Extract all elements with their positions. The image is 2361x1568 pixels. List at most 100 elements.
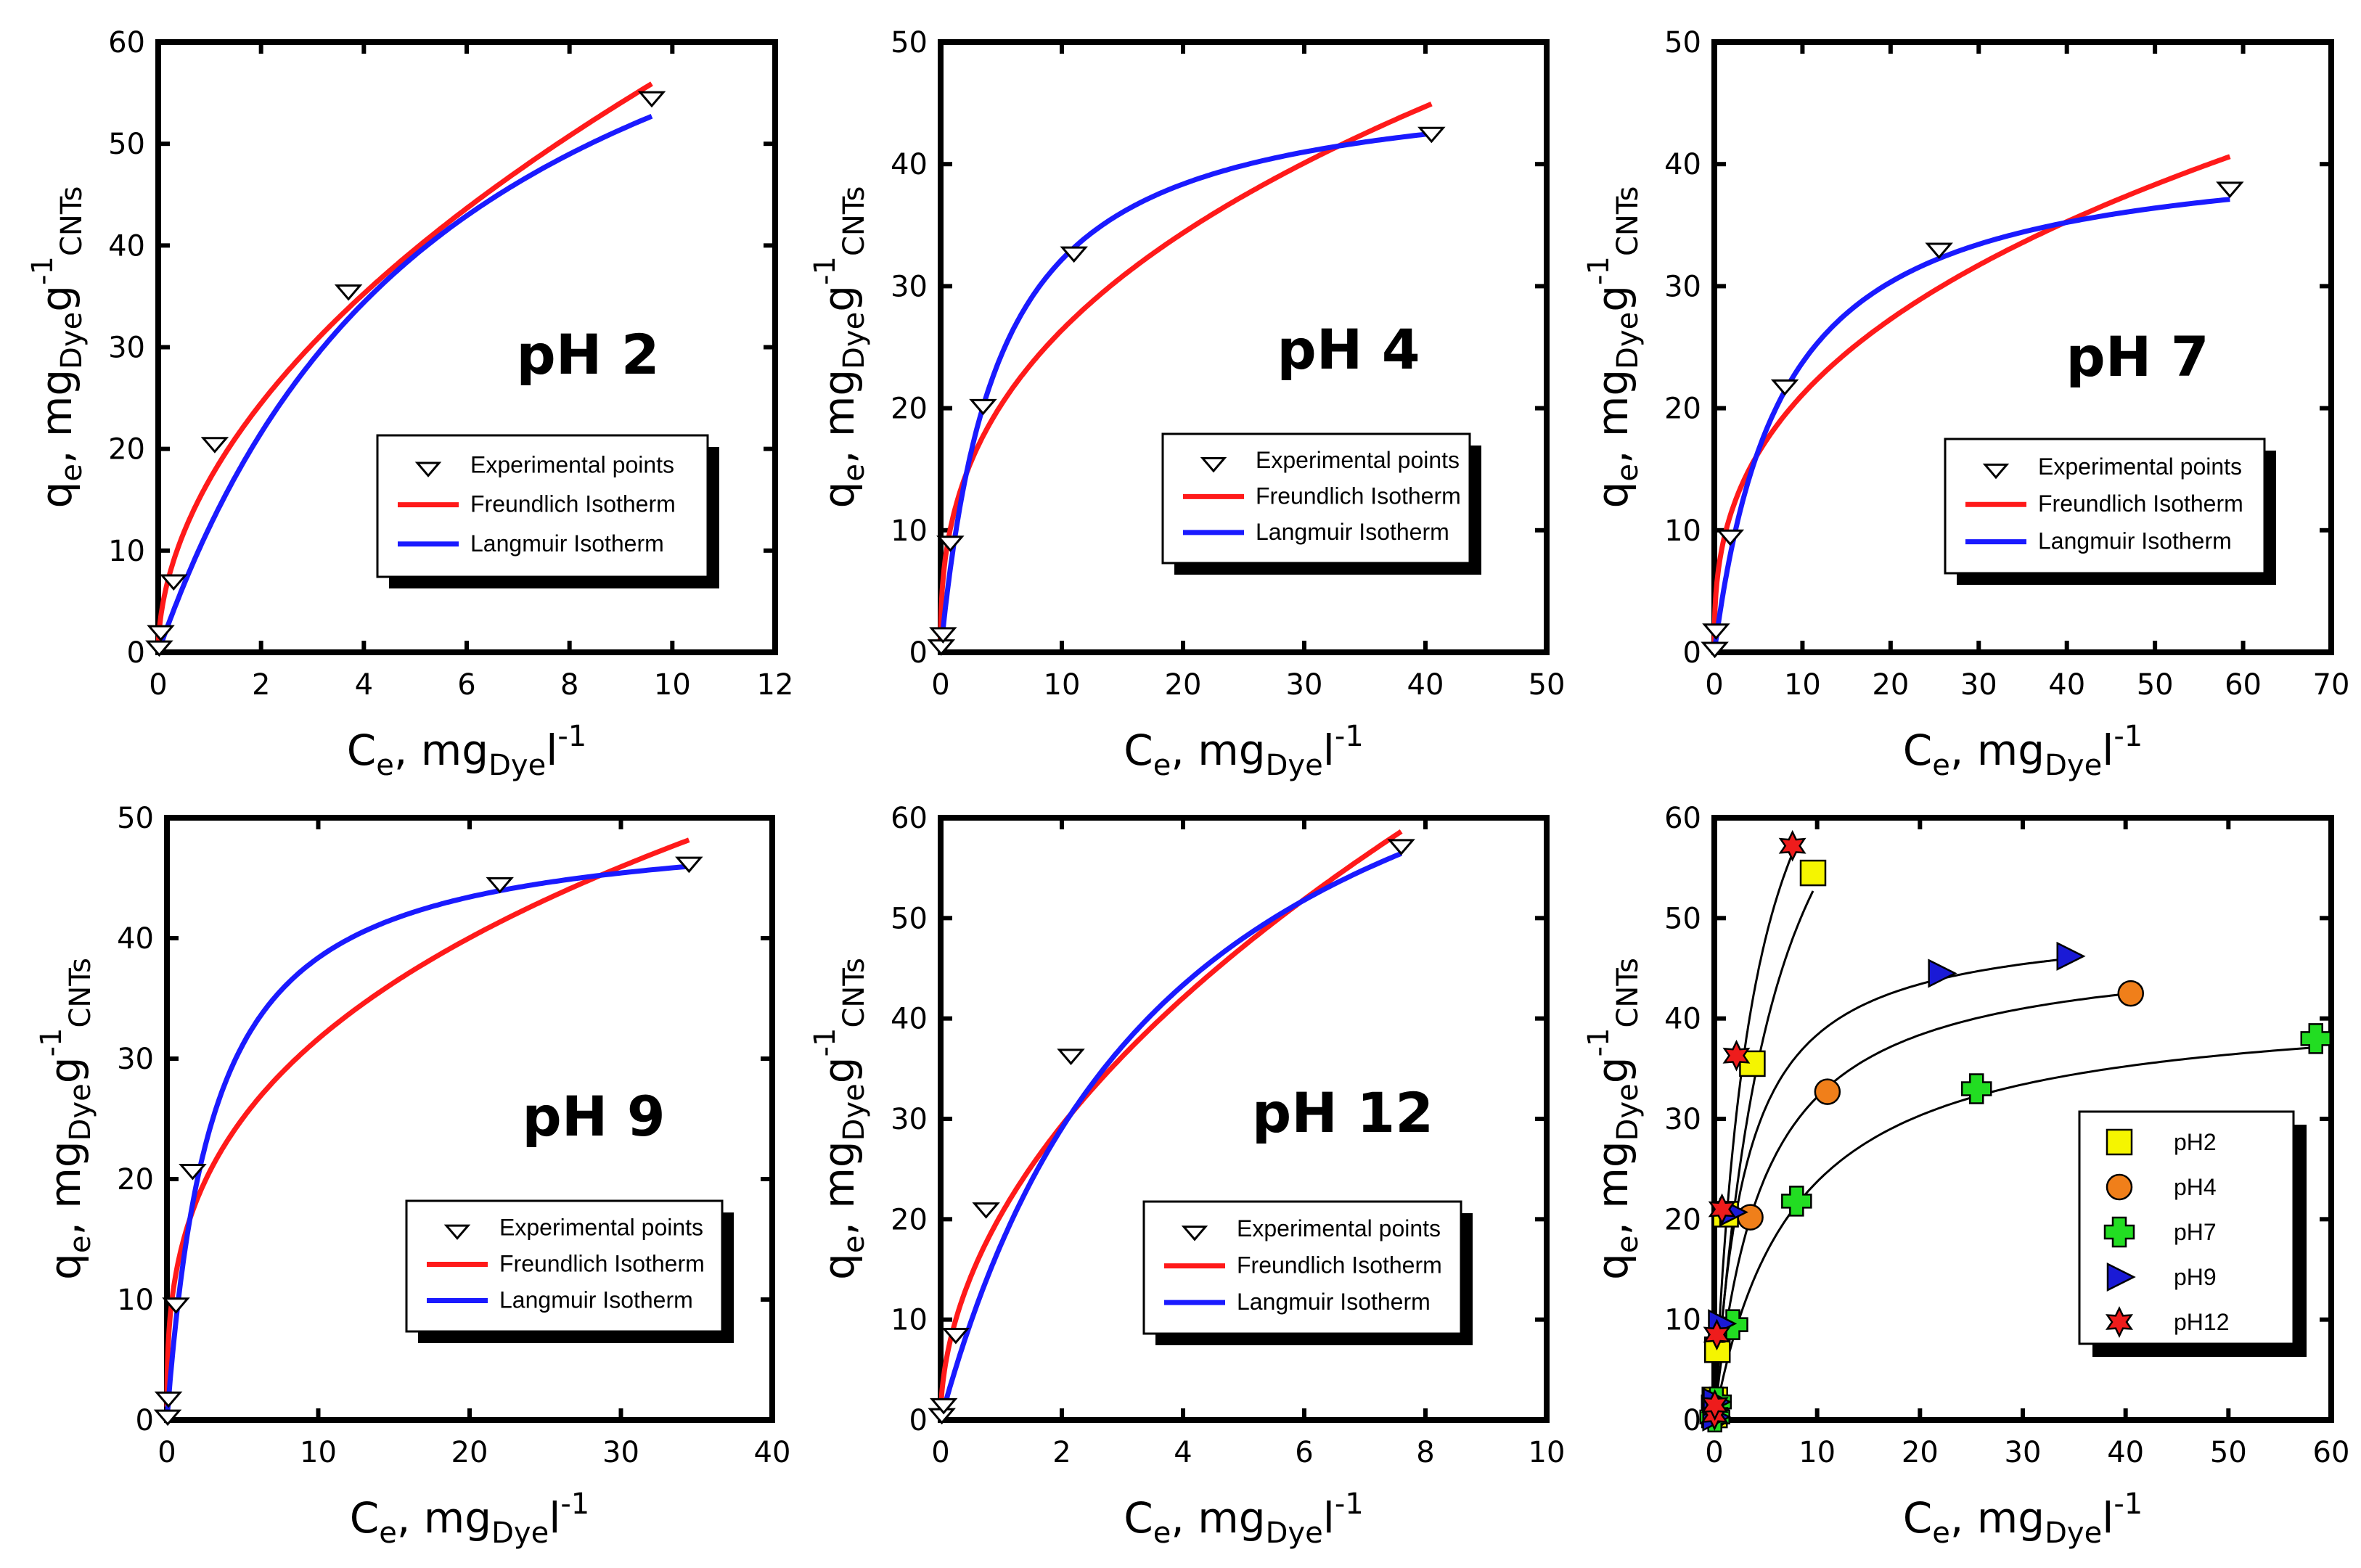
x-axis-label: Ce, mgDyel-1	[350, 1487, 589, 1550]
x-tick-label: 20	[1902, 1436, 1939, 1469]
x-tick-label: 50	[1529, 668, 1566, 702]
data-point-pH7	[2300, 1023, 2331, 1054]
legend-label-freundlich: Freundlich Isotherm	[499, 1251, 705, 1277]
x-axis-label: Ce, mgDyel-1	[347, 720, 586, 782]
langmuir-curve	[164, 863, 690, 1421]
experimental-point	[334, 284, 363, 301]
x-tick-label: 30	[602, 1436, 639, 1469]
y-axis-label: qe, mgDyeg-1CNTs	[1582, 958, 1645, 1280]
x-tick-label: 10	[1044, 668, 1081, 702]
experimental-point	[929, 627, 957, 644]
y-tick-label: 30	[891, 1103, 928, 1136]
x-tick-label: 10	[1784, 668, 1821, 702]
legend-marker-experimental	[1181, 1226, 1208, 1241]
y-tick-label: 10	[1664, 1304, 1701, 1337]
legend-label-experimental: Experimental points	[1237, 1215, 1441, 1241]
panel-title: pH 9	[522, 1084, 665, 1149]
legend-label-langmuir: Langmuir Isotherm	[470, 530, 664, 557]
y-tick-label: 10	[891, 514, 928, 548]
x-tick-label: 60	[2313, 1436, 2350, 1469]
freundlich-curve	[155, 81, 653, 649]
x-tick-label: 10	[300, 1436, 337, 1469]
experimental-point	[637, 91, 666, 108]
y-tick-label: 30	[117, 1043, 154, 1076]
y-tick-label: 40	[1664, 1003, 1701, 1036]
x-axis-label: Ce, mgDyel-1	[1124, 720, 1363, 782]
x-axis-label: Ce, mgDyel-1	[1124, 1487, 1363, 1550]
y-tick-label: 20	[1664, 1203, 1701, 1236]
legend-marker-pH4	[2106, 1173, 2133, 1201]
x-tick-label: 0	[931, 1436, 949, 1469]
y-tick-label: 20	[117, 1163, 154, 1196]
langmuir-curve	[1711, 197, 2230, 653]
x-tick-label: 30	[2005, 1436, 2042, 1469]
data-point-pH12	[1722, 1039, 1751, 1072]
x-tick-label: 20	[1872, 668, 1909, 702]
x-tick-label: 8	[560, 668, 578, 702]
experimental-point	[969, 398, 997, 416]
experimental-point	[1770, 379, 1799, 396]
data-point-pH4	[1814, 1078, 1841, 1105]
y-tick-label: 40	[891, 1003, 928, 1036]
data-point-pH7	[1961, 1073, 1992, 1104]
y-tick-label: 20	[891, 393, 928, 426]
y-tick-label: 40	[108, 229, 145, 263]
experimental-point	[1925, 242, 1953, 260]
x-tick-label: 10	[1529, 1436, 1566, 1469]
chart-panel-4: 0 10 20 30 40 0 10 20 30 40 50 Ce, mgDyel-1 qe, mgDy…	[35, 802, 790, 1550]
y-tick-label: 10	[891, 1304, 928, 1337]
legend-label-pH12: pH12	[2174, 1309, 2230, 1335]
data-point-pH12	[1708, 1193, 1736, 1226]
y-tick-label: 50	[117, 802, 154, 835]
x-tick-label: 4	[355, 668, 373, 702]
chart-panel-2: 0 10 20 30 40 50 0 10 20 30 40 50 Ce, mgDyel-1 qe, mg…	[809, 26, 1565, 782]
y-tick-label: 10	[117, 1284, 154, 1317]
experimental-point	[1060, 246, 1088, 263]
data-point-pH12	[1778, 829, 1806, 862]
experimental-point	[1701, 641, 1729, 659]
chart-panel-5: 0 2 4 6 8 10 0 10 20 30 40 50 60 Ce, mgDyel-1 qe, mgDy…	[809, 802, 1565, 1550]
experimental-point	[1702, 623, 1730, 640]
data-point-pH12	[1701, 1389, 1729, 1421]
panel-title: pH 12	[1252, 1080, 1433, 1145]
y-tick-label: 30	[891, 270, 928, 303]
data-point-pH4	[1737, 1204, 1764, 1231]
legend-label-experimental: Experimental points	[470, 451, 674, 477]
legend-marker-experimental	[1982, 463, 2010, 480]
panel-title: pH 2	[516, 322, 659, 387]
experimental-point	[179, 1163, 207, 1181]
y-tick-label: 50	[891, 26, 928, 59]
x-tick-label: 20	[1165, 668, 1202, 702]
y-tick-label: 10	[1664, 514, 1701, 548]
legend-label-freundlich: Freundlich Isotherm	[1256, 483, 1461, 509]
x-tick-label: 12	[757, 668, 794, 702]
experimental-point	[162, 1297, 190, 1314]
experimental-point	[200, 437, 229, 453]
x-tick-label: 10	[654, 668, 691, 702]
x-tick-label: 20	[451, 1436, 488, 1469]
y-tick-label: 0	[1683, 636, 1701, 670]
y-axis-label: qe, mgDyeg-1CNTs	[809, 958, 871, 1280]
y-tick-label: 50	[891, 902, 928, 935]
legend-label-langmuir: Langmuir Isotherm	[1256, 519, 1449, 545]
legend-label-experimental: Experimental points	[1256, 447, 1460, 473]
x-tick-label: 2	[1052, 1436, 1071, 1469]
x-tick-label: 40	[754, 1436, 791, 1469]
experimental-point	[936, 535, 965, 552]
legend-label-freundlich: Freundlich Isotherm	[2038, 490, 2243, 517]
chart-panel-6: 0 10 20 30 40 50 60 0 10 20 30 40 50 60 Ce, mgDyel-1 qe…	[1582, 802, 2349, 1550]
legend-label-pH2: pH2	[2174, 1129, 2217, 1155]
y-tick-label: 60	[891, 802, 928, 835]
x-tick-label: 0	[149, 668, 167, 702]
langmuir-curve	[938, 131, 1432, 653]
fit-curve-pH7	[1713, 1046, 2316, 1421]
experimental-point	[972, 1202, 1000, 1219]
x-tick-label: 30	[1286, 668, 1323, 702]
legend-label-langmuir: Langmuir Isotherm	[1237, 1289, 1431, 1315]
freundlich-curve	[1711, 154, 2231, 646]
legend-label-langmuir: Langmuir Isotherm	[2038, 528, 2232, 554]
y-tick-label: 60	[1664, 802, 1701, 835]
y-tick-label: 30	[1664, 1103, 1701, 1136]
x-tick-label: 0	[931, 668, 949, 702]
panel-title: pH 7	[2066, 324, 2209, 389]
